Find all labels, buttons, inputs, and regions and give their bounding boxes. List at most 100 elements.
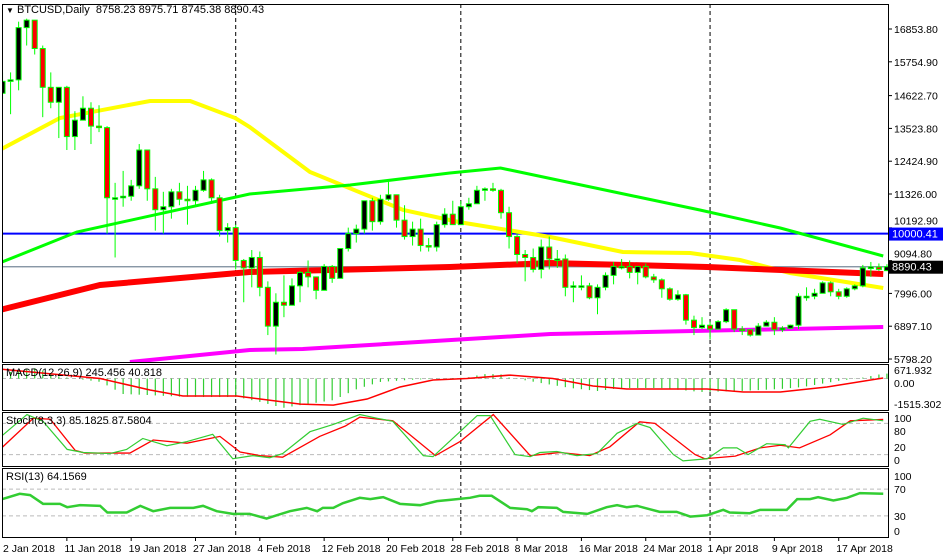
candle	[771, 317, 778, 336]
candle	[401, 205, 408, 240]
y-tick-label: 16853.80	[894, 24, 938, 36]
x-tick-label: 28 Feb 2018	[450, 543, 509, 555]
candle-body	[715, 321, 722, 330]
macd-axis-label: 671.932	[894, 365, 932, 377]
candle	[361, 200, 368, 234]
axes: 16853.80 15754.90 14622.70 13523.80 12424.90…	[2, 4, 943, 555]
candle-body	[104, 127, 111, 199]
candle-body	[288, 285, 295, 306]
candle-body	[441, 213, 448, 226]
rsi-axis-label: 100	[894, 471, 912, 483]
current-price-tag-box	[889, 260, 943, 274]
candle-body	[297, 271, 304, 287]
candle	[498, 188, 505, 219]
candle	[586, 282, 593, 300]
candle-body	[498, 189, 505, 214]
candle-body	[481, 188, 488, 191]
candle-body	[256, 256, 263, 288]
candle-body	[63, 86, 70, 138]
candle-body	[699, 324, 706, 329]
candle-body	[650, 276, 657, 281]
candle	[883, 264, 888, 272]
x-tick-label: 9 Apr 2018	[772, 543, 823, 555]
candle	[787, 324, 794, 330]
candle-body	[433, 224, 440, 248]
candle-body	[819, 282, 826, 294]
candle-body	[731, 309, 738, 330]
candle	[79, 96, 86, 121]
candle-body	[200, 179, 207, 191]
candle	[71, 111, 78, 151]
rsi-panel[interactable]	[0, 468, 888, 537]
x-tick-label: 27 Jan 2018	[193, 543, 251, 555]
candle-body	[634, 265, 641, 273]
candle	[707, 321, 714, 340]
candle	[658, 278, 665, 298]
candle-body	[240, 259, 247, 269]
candle-body	[401, 219, 408, 238]
candle	[297, 270, 304, 303]
candle	[313, 276, 320, 300]
candle-body	[851, 285, 858, 290]
candle-body	[144, 149, 151, 190]
stoch-frame	[2, 412, 889, 467]
candle-body	[329, 265, 336, 279]
candle-body	[570, 285, 577, 288]
stoch-axis-label: 20	[894, 442, 906, 454]
candle-body	[626, 265, 633, 273]
candle-body	[763, 321, 770, 327]
candle	[385, 179, 392, 201]
candle-body	[184, 198, 191, 202]
candle-body	[610, 265, 617, 276]
candle-body	[71, 119, 78, 138]
candle-body	[168, 191, 175, 208]
candle	[610, 261, 617, 285]
x-tick-label: 4 Feb 2018	[257, 543, 310, 555]
level-price-tag-box	[889, 227, 943, 241]
dropdown-triangle-icon[interactable]: ▼	[6, 6, 14, 15]
stochastic-panel[interactable]	[0, 412, 888, 466]
candle-body	[425, 245, 432, 248]
main-panel[interactable]	[0, 4, 889, 362]
candle	[747, 329, 754, 337]
stoch-d-line	[2, 413, 884, 460]
candle-body	[707, 324, 714, 330]
candle-body	[417, 228, 424, 247]
candle-body	[55, 86, 62, 103]
macd-signal-line	[2, 368, 884, 406]
macd-panel[interactable]	[0, 364, 888, 410]
x-tick-label: 24 Mar 2018	[643, 543, 702, 555]
candle	[554, 250, 561, 268]
candle	[96, 105, 103, 133]
candle	[232, 224, 239, 270]
candle	[650, 273, 657, 283]
candle-body	[522, 253, 529, 258]
candle-body	[530, 256, 537, 270]
candle	[409, 221, 416, 246]
main-frame	[2, 4, 889, 363]
candle	[682, 293, 689, 325]
candle-body	[562, 258, 569, 288]
x-tick-label: 17 Apr 2018	[836, 543, 893, 555]
candle	[835, 288, 842, 300]
candle-body	[280, 301, 287, 306]
candle	[23, 18, 30, 46]
x-tick-label: 8 Mar 2018	[515, 543, 568, 555]
rsi-label: RSI(13) 64.1569	[6, 471, 87, 483]
x-tick-label: 16 Mar 2018	[579, 543, 638, 555]
macd-axis-label: -1515.302	[894, 399, 941, 411]
candle	[264, 281, 271, 336]
y-tick-label: 6897.10	[894, 321, 932, 333]
y-tick-label: 11326.00	[894, 189, 937, 201]
candle-body	[120, 195, 127, 199]
symbol-label: BTCUSD,Daily	[16, 4, 90, 16]
candle	[867, 261, 874, 277]
candle	[819, 281, 826, 294]
candle	[723, 308, 730, 324]
candle-body	[747, 329, 754, 336]
candle	[530, 248, 537, 273]
candle	[393, 194, 400, 228]
macd-frame	[2, 364, 889, 411]
macd-axis-label: 0.00	[894, 378, 915, 390]
